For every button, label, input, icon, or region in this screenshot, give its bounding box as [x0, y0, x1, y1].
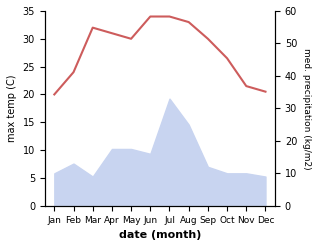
X-axis label: date (month): date (month) [119, 230, 201, 240]
Y-axis label: max temp (C): max temp (C) [7, 75, 17, 142]
Y-axis label: med. precipitation (kg/m2): med. precipitation (kg/m2) [302, 48, 311, 169]
